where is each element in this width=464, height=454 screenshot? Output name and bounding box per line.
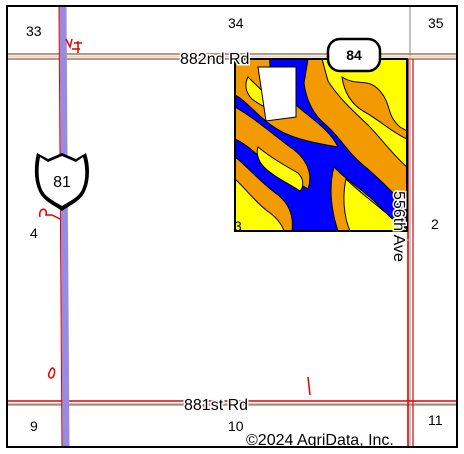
soil-zone-yellow-4 — [256, 146, 304, 192]
section-3-label: 3 — [234, 218, 242, 234]
copyright-text: ©2024 AgriData, Inc. — [246, 432, 394, 448]
section-11-label: 11 — [428, 412, 443, 428]
soil-zone-yellow-3 — [235, 178, 285, 231]
section-10-label: 10 — [228, 418, 244, 434]
soil-field[interactable] — [234, 58, 408, 232]
state-route-84-shield: 84 — [326, 37, 382, 73]
soil-zone-yellow-1 — [321, 59, 407, 168]
section-35-label: 35 — [428, 15, 444, 31]
boundary-marks — [39, 38, 311, 412]
section-2-label: 2 — [431, 216, 439, 232]
highway-us81 — [58, 7, 70, 446]
field-outline — [234, 58, 408, 232]
road-label-882nd: 882nd Rd — [180, 51, 249, 68]
farmstead-area — [257, 66, 297, 122]
section-33-label: 33 — [26, 23, 42, 39]
section-9-label: 9 — [30, 418, 38, 434]
section-4-label: 4 — [30, 225, 38, 241]
us-route-81-shield: 81 — [34, 153, 89, 211]
state-route-84-number: 84 — [346, 47, 362, 63]
soil-zone-yellow-2 — [343, 178, 407, 231]
soil-zone-orange-6 — [341, 76, 407, 140]
us-route-81-number: 81 — [53, 174, 71, 191]
road-label-881st: 881st Rd — [184, 397, 248, 414]
road-label-556th: 556th Ave — [390, 191, 407, 262]
map-svg: 33 34 35 4 3 2 9 10 11 882nd Rd 881st Rd… — [8, 7, 456, 448]
map-canvas[interactable]: 33 34 35 4 3 2 9 10 11 882nd Rd 881st Rd… — [6, 5, 458, 448]
road-881st — [8, 400, 456, 406]
section-34-label: 34 — [228, 15, 244, 31]
